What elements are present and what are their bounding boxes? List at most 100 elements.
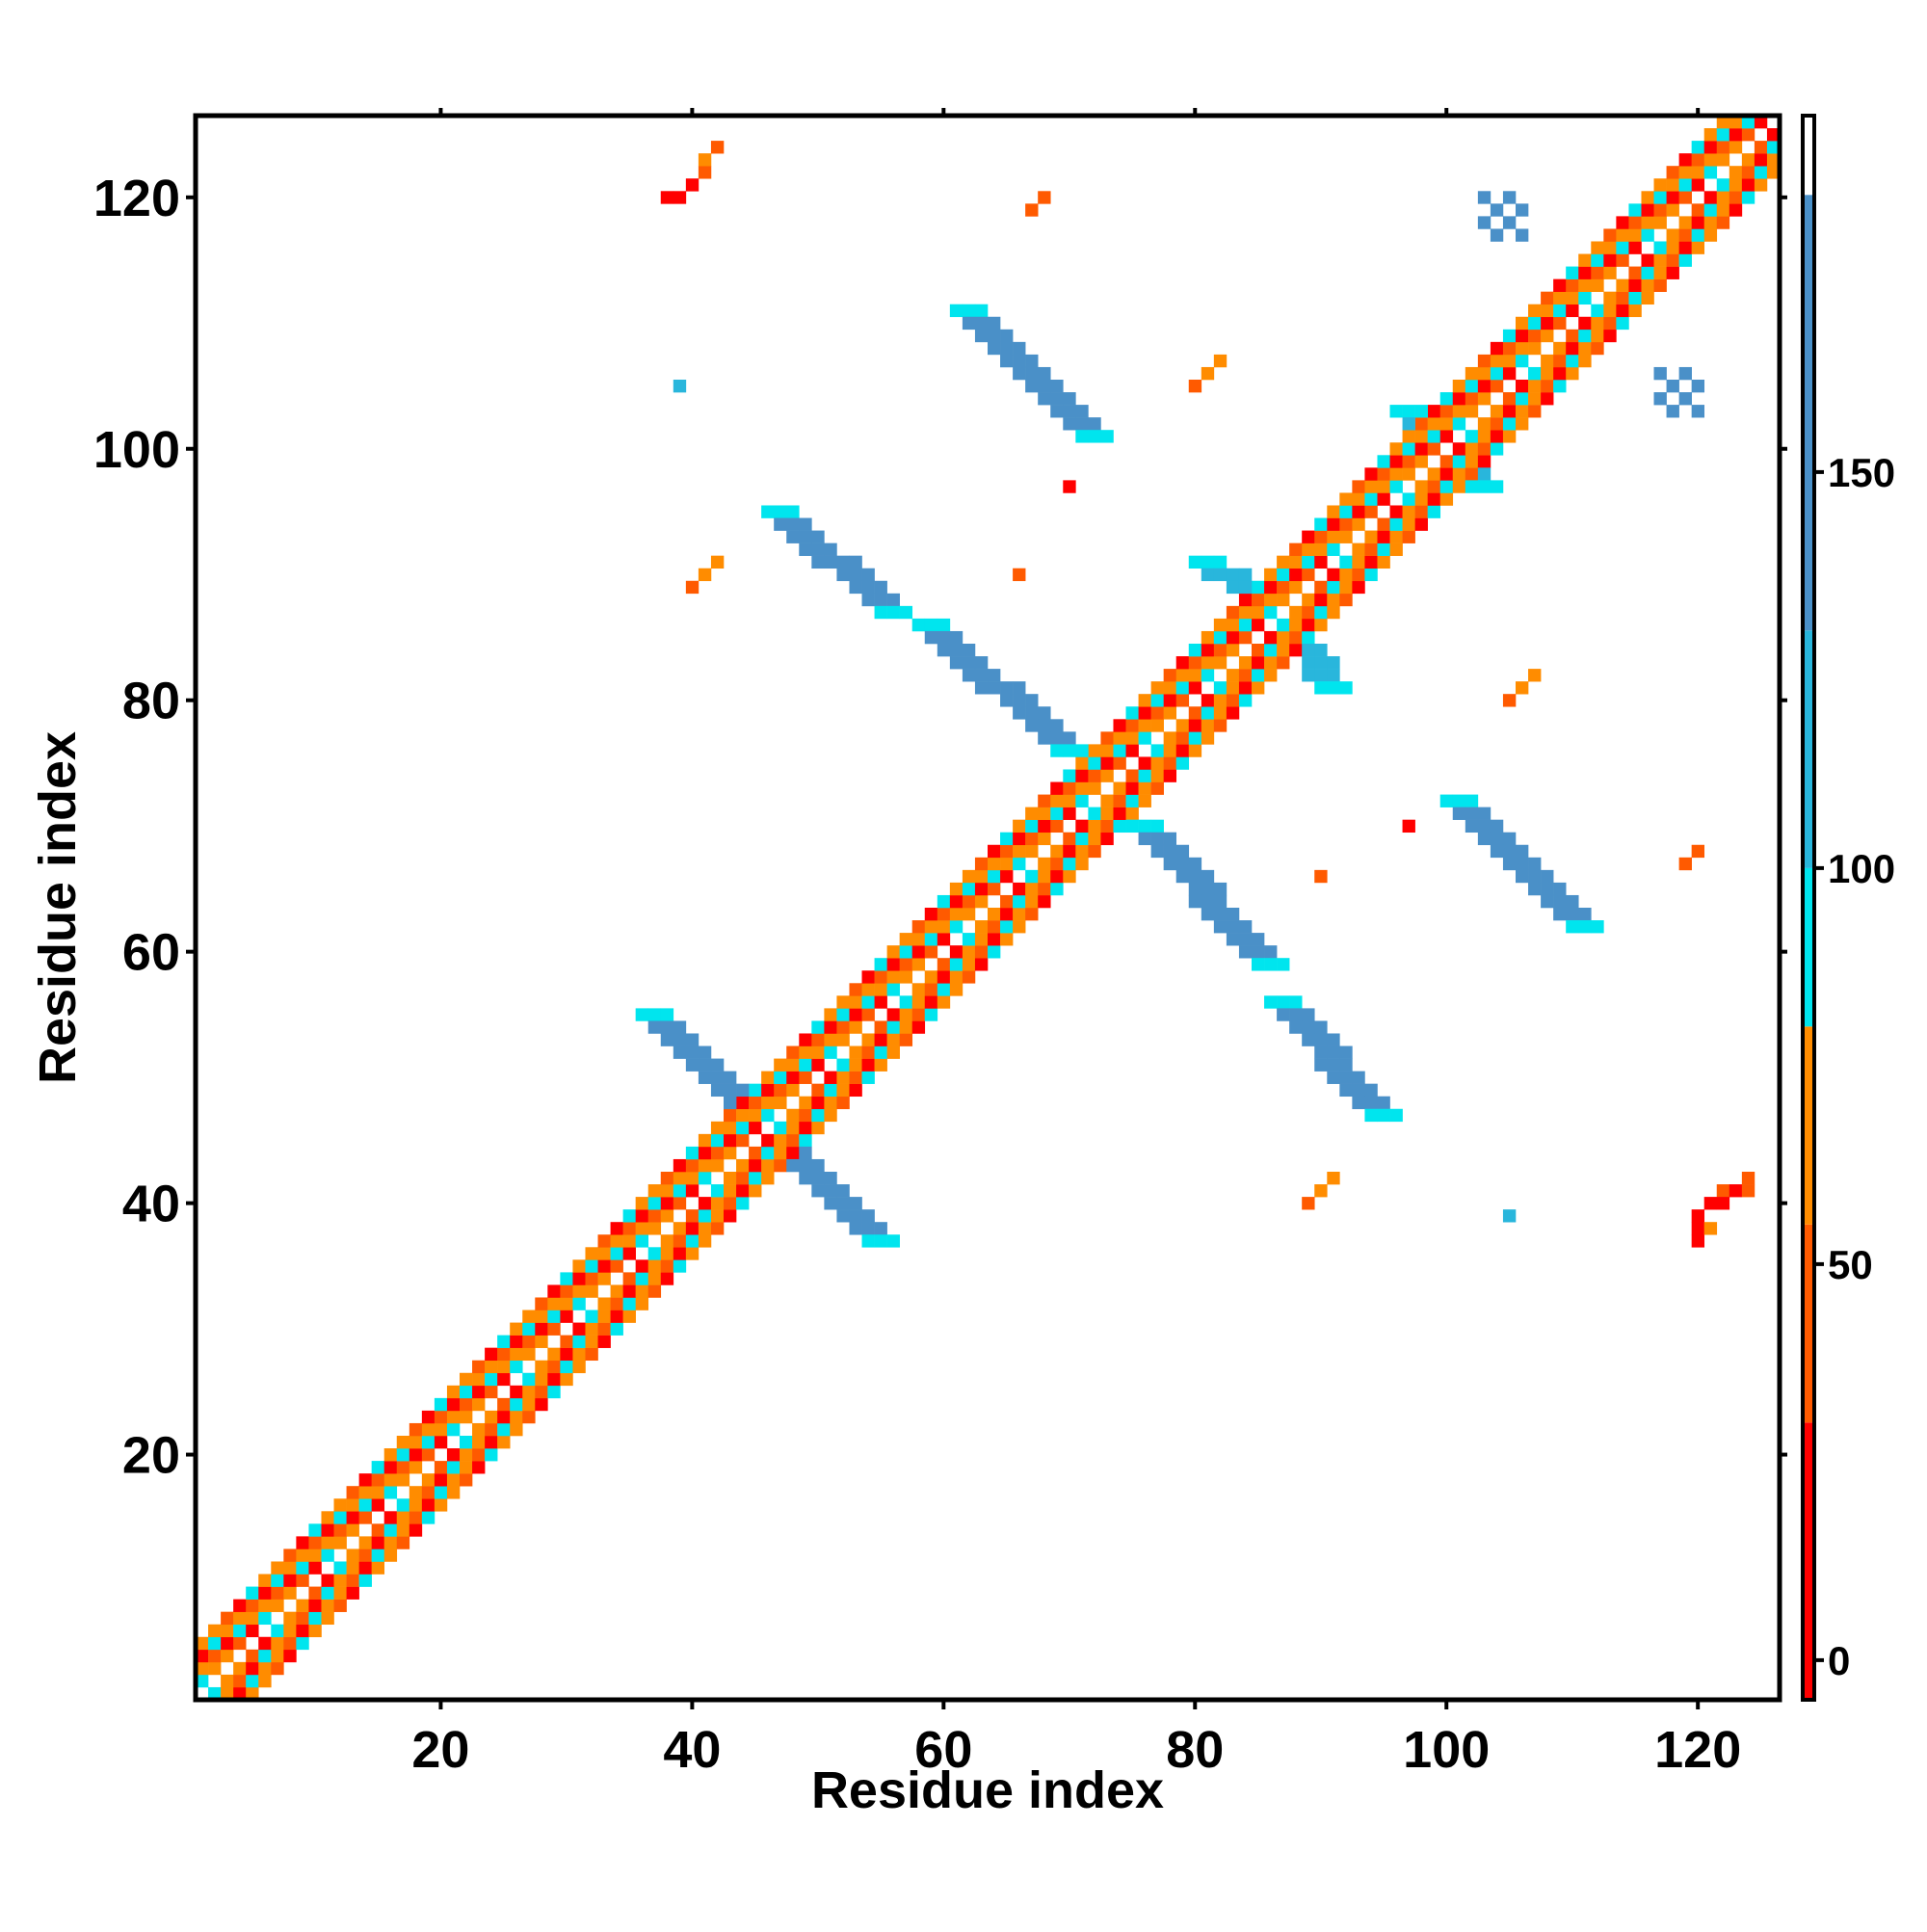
heatmap-cell — [988, 933, 1001, 946]
heatmap-cell — [799, 1096, 812, 1110]
heatmap-cell — [434, 1473, 448, 1487]
heatmap-cell — [874, 1045, 887, 1059]
heatmap-cell — [1226, 681, 1240, 695]
heatmap-cell — [1175, 744, 1190, 757]
heatmap-cell — [522, 1385, 536, 1399]
heatmap-cell — [836, 1209, 850, 1223]
heatmap-cell — [1716, 141, 1730, 154]
heatmap-cell — [1339, 568, 1353, 582]
heatmap-cell — [736, 1121, 750, 1135]
heatmap-cell — [1516, 417, 1529, 431]
y-tick-label: 80 — [122, 673, 180, 730]
heatmap-cell — [836, 1096, 850, 1110]
heatmap-cell — [1666, 178, 1679, 192]
heatmap-cell — [1314, 543, 1328, 556]
heatmap-cell — [1703, 1222, 1718, 1235]
heatmap-cell — [1264, 945, 1278, 959]
heatmap-cell — [1389, 455, 1403, 468]
heatmap-cell — [1678, 166, 1692, 179]
heatmap-cell — [1352, 1083, 1365, 1098]
heatmap-cell — [886, 958, 900, 971]
heatmap-cell — [1339, 1071, 1353, 1084]
heatmap-cell — [409, 1422, 423, 1437]
heatmap-cell — [924, 933, 938, 946]
heatmap-cell — [874, 1222, 887, 1235]
heatmap-cell — [799, 1045, 812, 1059]
heatmap-cell — [849, 995, 862, 1009]
heatmap-cell — [1729, 203, 1743, 217]
heatmap-cell — [1703, 153, 1718, 167]
heatmap-cell — [1578, 920, 1592, 934]
heatmap-cell — [346, 1486, 359, 1499]
heatmap-cell — [1666, 228, 1679, 242]
heatmap-cell — [1553, 380, 1567, 393]
heatmap-cell — [1050, 781, 1064, 795]
heatmap-cell — [647, 1259, 662, 1273]
heatmap-cell — [585, 1272, 598, 1285]
heatmap-cell — [1038, 857, 1051, 871]
heatmap-cell — [1000, 341, 1014, 356]
heatmap-cell — [396, 1448, 410, 1462]
heatmap-cell — [1238, 618, 1253, 632]
heatmap-cell — [724, 1146, 737, 1160]
heatmap-cell — [660, 1259, 674, 1273]
heatmap-cell — [460, 1397, 473, 1412]
heatmap-cell — [1050, 807, 1064, 820]
heatmap-cell — [988, 681, 1001, 695]
heatmap-cell — [1252, 681, 1265, 695]
heatmap-cell — [522, 1322, 536, 1336]
heatmap-cell — [1038, 819, 1051, 834]
heatmap-cell — [836, 1197, 850, 1210]
heatmap-cell — [647, 1020, 662, 1034]
heatmap-cell — [962, 869, 976, 884]
heatmap-cell — [710, 1058, 725, 1072]
heatmap-cell — [1150, 769, 1164, 782]
heatmap-cell — [1163, 857, 1177, 871]
heatmap-cell — [1175, 669, 1190, 682]
heatmap-cell — [497, 1335, 511, 1348]
heatmap-cell — [371, 1498, 385, 1512]
heatmap-cell — [1490, 417, 1504, 431]
colorbar: 0 50 100 150 — [1780, 114, 1895, 1702]
heatmap-cell — [1163, 669, 1177, 682]
heatmap-cell — [1238, 656, 1253, 670]
heatmap-cell — [1439, 430, 1454, 443]
heatmap-cell — [962, 945, 976, 959]
heatmap-cell — [673, 1259, 687, 1273]
heatmap-cell — [1477, 380, 1491, 393]
heatmap-cell — [1201, 656, 1215, 670]
heatmap-cell — [221, 1636, 234, 1651]
heatmap-cell — [1452, 405, 1466, 418]
heatmap-cell — [673, 1033, 687, 1046]
heatmap-cell — [1402, 517, 1415, 531]
heatmap-cell — [1452, 417, 1466, 431]
heatmap-cell — [346, 1574, 359, 1587]
heatmap-cell — [446, 1422, 461, 1437]
heatmap-cell — [1653, 392, 1667, 406]
heatmap-cell — [258, 1674, 272, 1688]
heatmap-cell — [1641, 216, 1654, 229]
heatmap-cell — [296, 1611, 309, 1626]
colorbar-tick-label: 0 — [1828, 1638, 1850, 1683]
heatmap-cell — [1075, 819, 1089, 834]
heatmap-cell — [1150, 832, 1164, 846]
heatmap-cell — [371, 1523, 385, 1537]
heatmap-cell — [421, 1436, 436, 1449]
heatmap-cell — [1188, 380, 1202, 393]
heatmap-cell — [1213, 920, 1227, 934]
heatmap-cell — [1502, 430, 1517, 443]
heatmap-cell — [1414, 492, 1428, 506]
heatmap-cell — [937, 644, 951, 657]
heatmap-cell — [1050, 719, 1064, 732]
heatmap-cell — [1163, 832, 1177, 846]
heatmap-cell — [383, 1461, 398, 1474]
heatmap-cell — [949, 304, 964, 318]
heatmap-cell — [271, 1624, 284, 1638]
heatmap-cell — [358, 1486, 372, 1499]
heatmap-cell — [1452, 480, 1466, 493]
heatmap-cell — [874, 580, 887, 595]
heatmap-cell — [1414, 517, 1428, 531]
heatmap-cell — [660, 1209, 674, 1223]
heatmap-cell — [635, 1209, 649, 1223]
heatmap-cell — [1289, 1020, 1303, 1034]
